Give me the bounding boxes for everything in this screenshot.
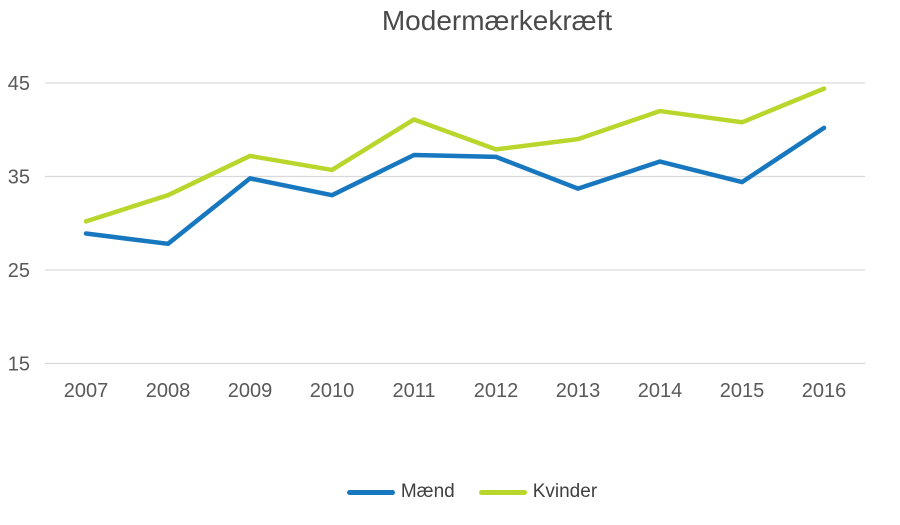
y-tick-label: 45 — [8, 73, 30, 95]
x-tick-label: 2010 — [310, 380, 355, 402]
y-tick-label: 25 — [8, 260, 30, 282]
chart-legend: Mænd Kvinder — [0, 481, 900, 503]
x-tick-label: 2008 — [146, 380, 191, 402]
x-tick-label: 2012 — [474, 380, 519, 402]
x-tick-label: 2007 — [64, 380, 109, 402]
x-tick-label: 2013 — [556, 380, 601, 402]
x-tick-label: 2009 — [228, 380, 273, 402]
y-tick-label: 15 — [8, 354, 30, 376]
chart-title: Modermærkekræft — [381, 5, 613, 36]
legend-item-maend: Mænd — [346, 481, 455, 503]
series-line-kvinder — [83, 86, 827, 224]
legend-label-maend: Mænd — [400, 481, 455, 502]
x-tick-label: 2016 — [802, 380, 847, 402]
legend-item-kvinder: Kvinder — [478, 481, 598, 503]
series-line-mnd — [83, 125, 827, 247]
y-tick-label: 35 — [8, 167, 30, 189]
x-tick-label: 2014 — [638, 380, 683, 402]
kvinder-line-swatch — [478, 489, 527, 495]
legend-label-kvinder: Kvinder — [532, 481, 598, 502]
x-tick-label: 2015 — [720, 380, 765, 402]
maend-line-swatch — [346, 489, 395, 495]
x-tick-label: 2011 — [392, 380, 435, 402]
line-chart-plot: 45 35 25 15 2007 2008 2009 2010 2011 2012 2013 2014… — [8, 73, 865, 402]
